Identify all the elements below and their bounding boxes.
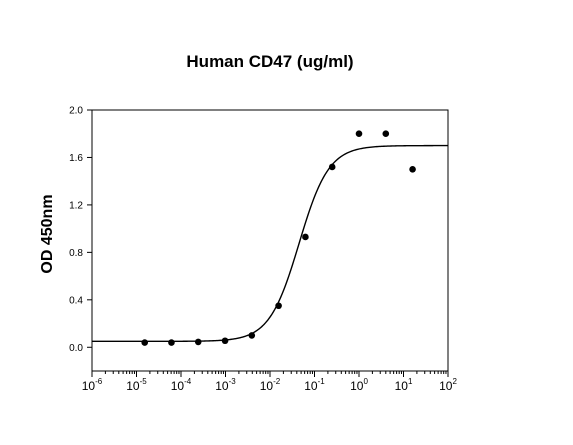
x-tick-label: 10-4	[171, 377, 192, 393]
y-tick-label: 0.4	[69, 295, 83, 306]
x-tick-base: 10	[350, 379, 364, 393]
data-point	[248, 332, 256, 339]
data-points	[141, 130, 416, 346]
plot-frame	[91, 109, 449, 372]
fit-curve	[92, 144, 448, 343]
x-tick-label: 10-2	[260, 377, 281, 393]
data-point	[409, 166, 416, 173]
x-tick-label: 101	[395, 377, 413, 393]
x-tick-label: 10-3	[215, 377, 236, 393]
x-tick-exponent: -4	[184, 377, 192, 386]
data-point	[194, 338, 202, 346]
fit-curve-layer	[92, 144, 448, 343]
data-point	[168, 339, 175, 346]
x-tick-label: 10-6	[82, 377, 103, 393]
y-tick-label: 2.0	[69, 106, 83, 117]
x-tick-base: 10	[304, 379, 318, 393]
x-tick-exponent: -3	[229, 377, 237, 386]
x-tick-base: 10	[439, 379, 453, 393]
x-tick-label: 10-5	[126, 377, 147, 393]
x-tick-base: 10	[126, 379, 140, 393]
chart-title: Human CD47 (ug/ml)	[186, 52, 354, 71]
x-tick-exponent: 2	[452, 377, 457, 386]
x-tick-label: 10-1	[304, 377, 325, 393]
x-tick-exponent: 0	[363, 377, 368, 386]
x-tick-exponent: -2	[273, 377, 281, 386]
y-tick-label: 0.8	[69, 248, 83, 259]
data-point	[221, 337, 229, 345]
data-point	[328, 163, 336, 171]
data-point	[275, 302, 282, 310]
x-tick-base: 10	[260, 379, 274, 393]
x-tick-exponent: 1	[408, 377, 413, 386]
x-tick-base: 10	[82, 379, 96, 393]
x-tick-exponent: -1	[318, 377, 326, 386]
data-point	[141, 339, 149, 346]
y-tick-label: 1.6	[69, 153, 83, 164]
x-tick-base: 10	[395, 379, 409, 393]
x-tick-label: 102	[439, 377, 457, 393]
data-point	[382, 130, 390, 138]
x-tick-base: 10	[171, 379, 185, 393]
x-tick-base: 10	[215, 379, 229, 393]
data-point	[302, 233, 309, 241]
x-tick-exponent: -6	[95, 377, 103, 386]
x-tick-exponent: -5	[140, 377, 148, 386]
axes: 0.00.40.81.21.62.010-6 10-5 10-4 10-3 10-2 10…	[69, 106, 457, 394]
data-point	[355, 130, 363, 138]
x-tick-label: 100	[350, 377, 368, 393]
y-tick-label: 1.2	[69, 200, 83, 211]
y-tick-label: 0.0	[69, 343, 83, 354]
